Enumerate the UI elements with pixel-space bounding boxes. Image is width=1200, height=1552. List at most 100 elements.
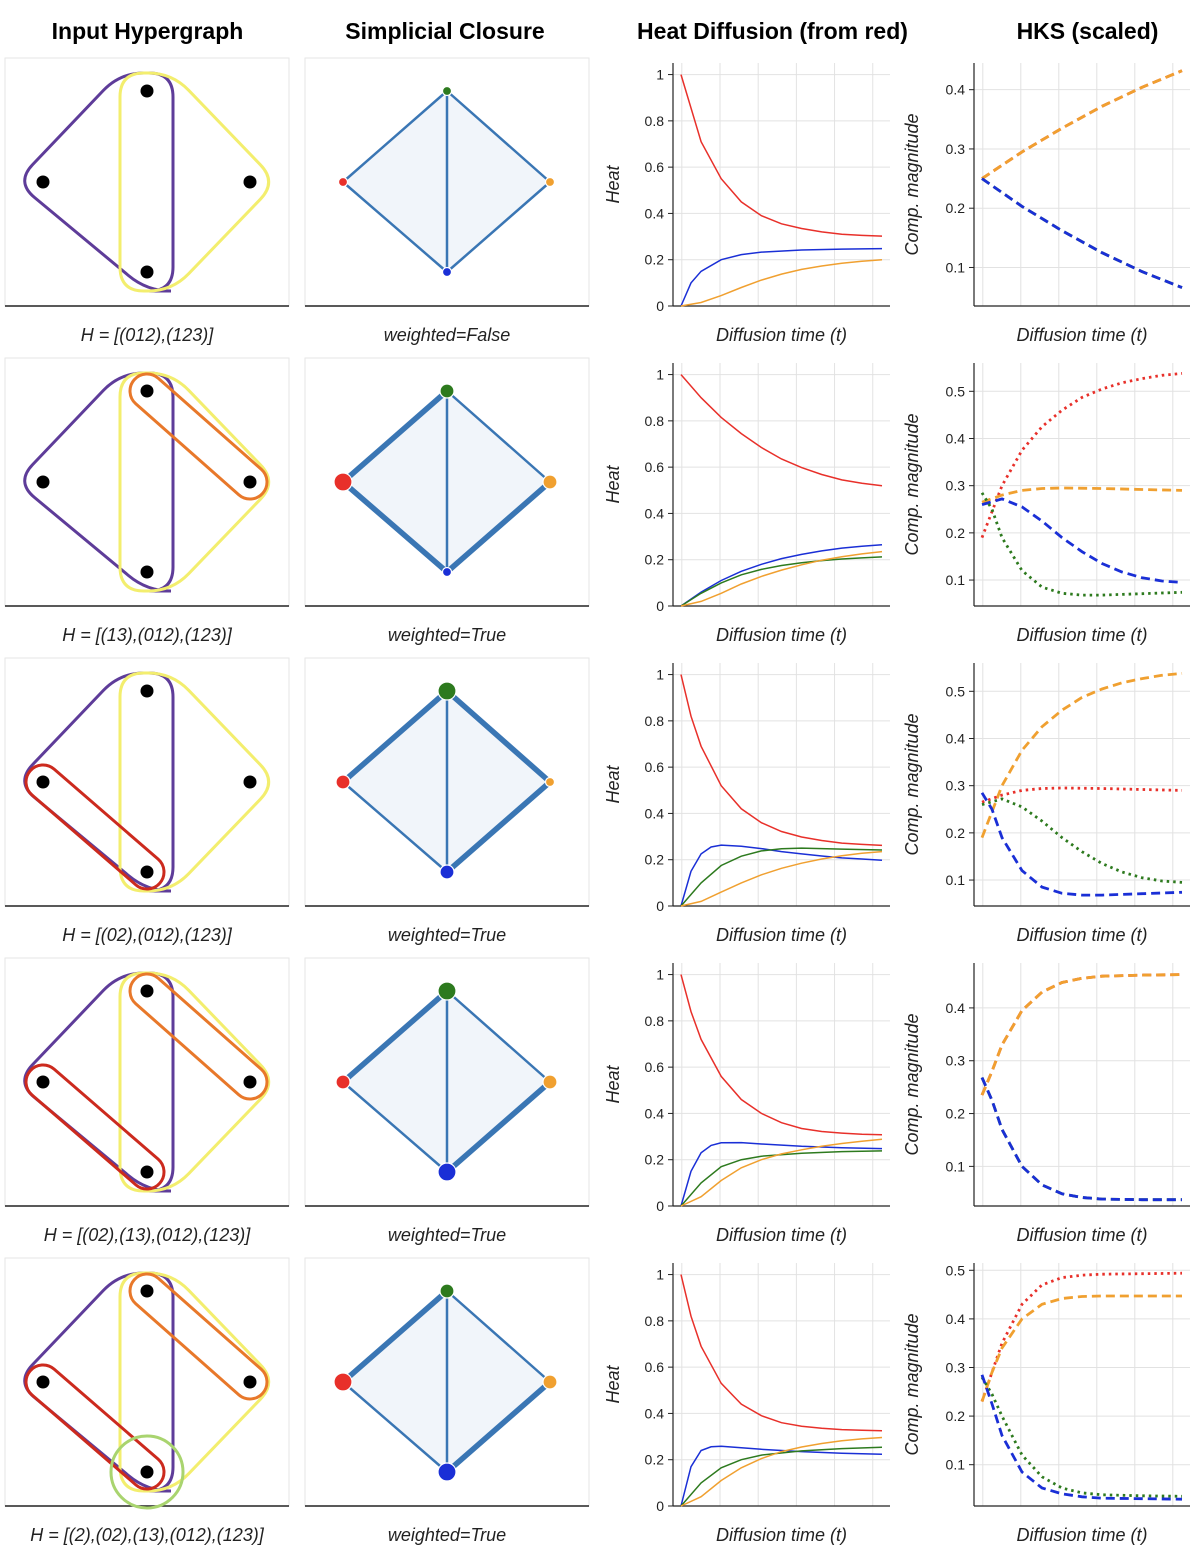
closure-caption: weighted=True <box>388 1525 506 1545</box>
hks-ytick-label: 0.1 <box>946 572 966 588</box>
hks-ytick-label: 0.4 <box>946 1311 966 1327</box>
closure-edge-top-left <box>340 688 450 785</box>
heat-ytick-label: 0.8 <box>645 1013 665 1029</box>
hks-ytick-label: 0.5 <box>946 383 966 399</box>
hks-series-blue <box>981 497 1183 584</box>
hks-ytick-label: 0.2 <box>946 1106 966 1122</box>
hks-series-orange <box>981 486 1183 504</box>
hyperedge-02 <box>24 763 166 891</box>
column-title-heat-diffusion: Heat Diffusion (from red) <box>637 18 908 44</box>
hks-y-label: Comp. magnitude <box>902 1013 922 1155</box>
heat-series-red <box>680 974 883 1136</box>
hyperedge-02 <box>24 1363 166 1491</box>
heat-x-label: Diffusion time (t) <box>716 625 847 645</box>
heat-ytick-label: 0 <box>656 898 664 914</box>
closure-edge-bottom-left <box>340 479 450 575</box>
heat-series-blue <box>680 247 883 307</box>
heat-ytick-label: 0.4 <box>645 805 665 821</box>
hyperedge-13 <box>128 972 269 1101</box>
hypergraph-node-left <box>36 175 50 189</box>
hks-chart: 0.1 0.2 0.3 0.4 0.5 Diffusion time (t) Comp. m… <box>902 663 1190 945</box>
closure-node-bottom <box>439 864 455 880</box>
heat-ytick-label: 0 <box>656 598 664 614</box>
hypergraph-node-bottom <box>140 565 154 579</box>
heat-ytick-label: 1 <box>656 967 664 983</box>
closure-caption: weighted=False <box>384 325 511 345</box>
hyperedge-123 <box>118 71 271 293</box>
hypergraph-node-left <box>36 1375 50 1389</box>
hks-ytick-label: 0.1 <box>946 1457 966 1473</box>
heat-x-label: Diffusion time (t) <box>716 1525 847 1545</box>
closure-edge-top-left <box>340 1288 450 1385</box>
hks-ytick-label: 0.4 <box>946 82 966 98</box>
hyperedge-02 <box>24 1063 166 1191</box>
hypergraph-node-left <box>36 775 50 789</box>
heat-ytick-label: 0.6 <box>645 759 665 775</box>
hks-ytick-label: 0.1 <box>946 872 966 888</box>
hks-series-blue <box>980 792 1183 897</box>
heat-y-label: Heat <box>603 164 623 203</box>
heat-series-red <box>680 674 883 847</box>
closure-node-bottom <box>441 566 453 578</box>
closure-node-left <box>335 774 351 790</box>
heat-series-green <box>680 1446 883 1507</box>
hyperedge-012 <box>23 671 175 893</box>
heat-series-red <box>680 1274 883 1432</box>
hypergraph-caption: H = [(02),(13),(012),(123)] <box>44 1225 252 1245</box>
hypergraph-node-bottom <box>140 265 154 279</box>
hyperedge-123 <box>118 671 271 893</box>
closure-edge-bottom-left <box>341 1380 449 1474</box>
hks-series-green <box>980 1376 1183 1498</box>
closure-edge-bottom-right <box>444 779 553 875</box>
hks-series-green <box>981 797 1183 884</box>
hypergraph-panel: H = [(012),(123)] <box>4 57 290 345</box>
hypergraph-node-top <box>140 684 154 698</box>
hypergraph-node-top <box>140 84 154 98</box>
hypergraph-node-right <box>243 1075 257 1089</box>
hypergraph-caption: H = [(02),(012),(123)] <box>62 925 233 945</box>
heat-series-orange <box>680 550 883 607</box>
hks-ytick-label: 0.2 <box>946 200 966 216</box>
closure-node-left <box>333 1372 353 1392</box>
hks-x-label: Diffusion time (t) <box>1016 1525 1147 1545</box>
heat-ytick-label: 1 <box>656 67 664 83</box>
heat-y-label: Heat <box>603 1364 623 1403</box>
hks-ytick-label: 0.4 <box>946 730 966 746</box>
heat-ytick-label: 0.8 <box>645 413 665 429</box>
heat-series-orange <box>680 850 883 907</box>
closure-edge-bottom-right <box>445 180 552 274</box>
closure-node-bottom <box>437 1162 457 1182</box>
hks-ytick-label: 0.1 <box>946 259 966 275</box>
closure-edge-top-left <box>340 988 450 1085</box>
heat-ytick-label: 0 <box>656 1498 664 1514</box>
heat-chart: 0 0.2 0.4 0.6 0.8 1 Diffusion time (t) Heat <box>603 963 890 1245</box>
heat-ytick-label: 1 <box>656 367 664 383</box>
heat-ytick-label: 0.6 <box>645 1059 665 1075</box>
hyperedge-012 <box>23 1271 175 1493</box>
column-title-input-hypergraph: Input Hypergraph <box>51 18 244 44</box>
heat-y-label: Heat <box>603 1064 623 1103</box>
heat-x-label: Diffusion time (t) <box>716 925 847 945</box>
hypergraph-node-top <box>140 384 154 398</box>
hypergraph-frame <box>4 57 290 307</box>
heat-ytick-label: 0.4 <box>645 205 665 221</box>
heat-ytick-label: 0.2 <box>645 1152 665 1168</box>
closure-edge-top-right <box>445 1289 552 1384</box>
hks-ytick-label: 0.3 <box>946 1053 966 1069</box>
hks-ytick-label: 0.1 <box>946 1158 966 1174</box>
heat-ytick-label: 0.8 <box>645 113 665 129</box>
hks-ytick-label: 0.3 <box>946 478 966 494</box>
closure-edge-bottom-left <box>341 780 449 874</box>
hypergraph-frame <box>4 1257 290 1507</box>
hks-y-label: Comp. magnitude <box>902 113 922 255</box>
hks-ytick-label: 0.2 <box>946 825 966 841</box>
closure-node-bottom <box>437 1462 457 1482</box>
hks-y-label: Comp. magnitude <box>902 713 922 855</box>
closure-node-left <box>333 472 353 492</box>
hks-x-label: Diffusion time (t) <box>1016 1225 1147 1245</box>
heat-chart: 0 0.2 0.4 0.6 0.8 1 Diffusion time (t) Heat <box>603 363 890 645</box>
hks-series-red <box>980 973 1183 1096</box>
hyperedge-13 <box>128 372 269 501</box>
heat-series-red <box>680 374 883 487</box>
hypergraph-node-left <box>36 1075 50 1089</box>
